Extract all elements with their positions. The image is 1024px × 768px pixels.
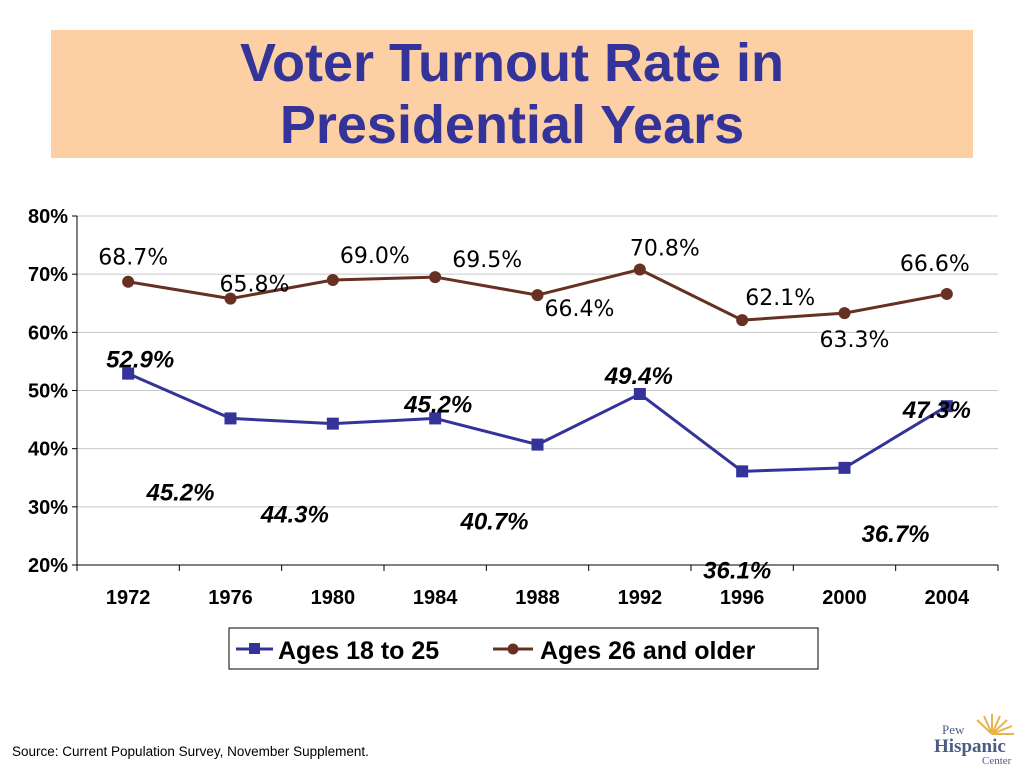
y-tick-label: 20% [28,555,68,577]
data-point-circle [224,292,237,305]
data-label: 68.7% [98,246,168,271]
x-tick-label: 2000 [822,587,867,609]
title-banner: Voter Turnout Rate in Presidential Years [51,30,973,158]
data-label: 63.3% [820,328,890,353]
data-point-square [633,387,646,400]
y-tick-label: 70% [28,264,68,286]
logo-text-center: Center [982,755,1012,767]
data-label: 49.4% [604,363,673,390]
source-note: Source: Current Population Survey, Novem… [12,744,369,759]
sun-rays-icon [976,714,1014,735]
data-point-square [429,412,442,425]
data-point-circle [940,287,953,300]
data-label: 36.7% [861,521,929,548]
axes: 20% 30% 40% 50% 60% 70% 80% 1972 1976 1980 1984 198… [28,206,999,609]
data-point-circle [838,307,851,320]
pew-hispanic-center-logo: Pew Hispanic Center [934,714,1014,767]
gridlines [77,215,998,508]
x-tick-label: 1976 [208,587,253,609]
logo-text-pew: Pew [942,722,965,737]
x-tick-label: 1980 [311,587,356,609]
x-tick-label: 1972 [106,587,151,609]
data-label: 66.4% [545,297,615,322]
legend-marker-square [249,643,260,654]
data-label: 70.8% [630,237,700,262]
data-point-square [122,367,135,380]
legend-label-ages-18-to-25: Ages 18 to 25 [278,637,439,665]
chart-title-line-1: Voter Turnout Rate in [240,33,784,93]
data-label: 62.1% [745,286,815,311]
data-point-circle [633,263,646,276]
data-labels: 52.9% 45.2% 44.3% 45.2% 40.7% 49.4% 36.1% 36.7%… [98,237,971,585]
legend-label-ages-26-and-older: Ages 26 and older [540,637,756,665]
x-tick-label: 1996 [720,587,765,609]
series-layer [122,263,953,478]
data-point-square [736,465,749,478]
legend-marker-circle [507,643,519,655]
data-label: 66.6% [900,252,970,277]
data-point-circle [122,275,135,288]
data-label: 65.8% [220,273,290,298]
data-point-square [224,412,237,425]
data-label: 47.3% [902,397,971,424]
data-label: 45.2% [403,391,472,418]
legend: Ages 18 to 25 Ages 26 and older [228,627,819,670]
y-tick-label: 40% [28,439,68,461]
x-tick-label: 1988 [515,587,560,609]
data-point-circle [326,273,339,286]
data-point-circle [531,289,544,302]
data-label: 69.5% [452,248,522,273]
y-tick-label: 80% [28,206,68,228]
data-label: 45.2% [145,479,214,506]
y-tick-label: 50% [28,381,68,403]
logo-text-hispanic: Hispanic [934,736,1006,757]
data-label: 40.7% [459,509,528,536]
data-point-square [940,400,953,413]
data-label: 44.3% [260,502,329,529]
data-label: 52.9% [106,347,174,374]
data-point-square [838,461,851,474]
data-point-square [326,417,339,430]
data-label: 36.1% [703,557,771,584]
x-tick-label: 1992 [618,587,663,609]
data-point-circle [429,271,442,284]
y-tick-label: 60% [28,322,68,344]
x-tick-label: 2004 [925,587,970,609]
data-point-square [531,438,544,451]
y-tick-label: 30% [28,497,68,519]
data-label: 69.0% [340,244,410,269]
series-line-ages-18-to-25 [127,372,948,473]
chart-title-line-2: Presidential Years [279,95,745,155]
x-tick-label: 1984 [413,587,458,609]
data-point-circle [736,314,749,327]
